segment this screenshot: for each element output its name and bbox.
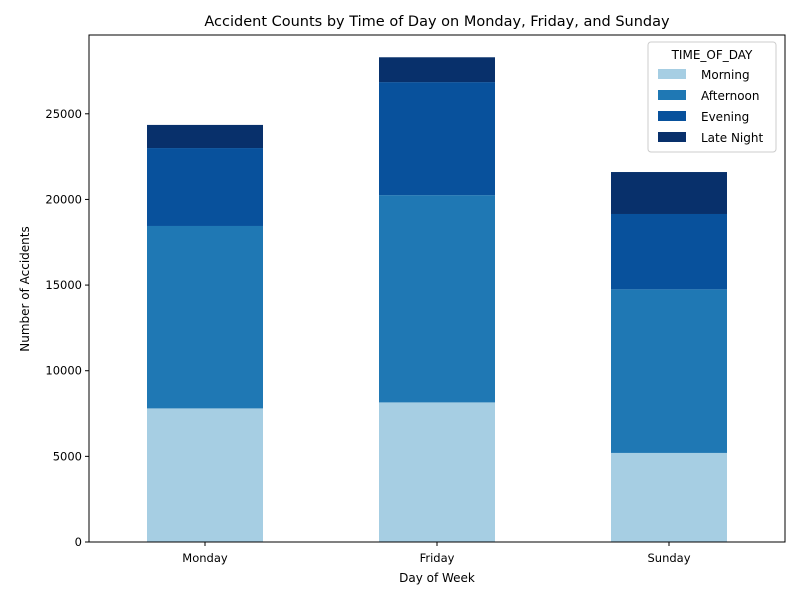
legend-label: Morning [701,68,750,82]
legend-label: Evening [701,110,749,124]
bar-monday-evening [147,148,263,226]
y-tick-label: 10000 [45,364,82,378]
legend: TIME_OF_DAY Morning Afternoon Evening Late N… [647,41,777,153]
x-tick-label: Sunday [647,551,690,565]
bar-friday-evening [379,82,495,196]
legend-swatch [658,132,686,142]
y-tick-label: 20000 [45,192,82,206]
axes-group: 0 5000 10000 15000 20000 25000 Monday Friday Sun… [45,34,786,565]
y-tick-label: 5000 [53,449,82,463]
y-tick-label: 15000 [45,278,82,292]
legend-swatch [658,111,686,121]
chart-title: Accident Counts by Time of Day on Monday… [204,14,670,30]
bar-sunday-late-night [611,172,727,214]
y-tick-label: 25000 [45,107,82,121]
y-tick-label: 0 [75,535,82,549]
bar-monday-morning [147,408,263,542]
x-axis-label: Day of Week [399,571,475,585]
legend-title: TIME_OF_DAY [671,48,753,62]
bars-group [147,57,727,542]
legend-swatch [658,69,686,79]
bar-monday-afternoon [147,225,263,409]
y-axis-label: Number of Accidents [18,226,32,352]
legend-label: Late Night [701,131,763,145]
bar-sunday-morning [611,452,727,542]
x-tick-label: Friday [420,551,455,565]
bar-friday-morning [379,402,495,542]
legend-swatch [658,90,686,100]
bar-monday-late-night [147,124,263,149]
bar-sunday-evening [611,213,727,290]
bar-friday-late-night [379,57,495,83]
x-tick-label: Monday [182,551,228,565]
legend-label: Afternoon [701,89,760,103]
bar-friday-afternoon [379,195,495,403]
bar-sunday-afternoon [611,289,727,453]
